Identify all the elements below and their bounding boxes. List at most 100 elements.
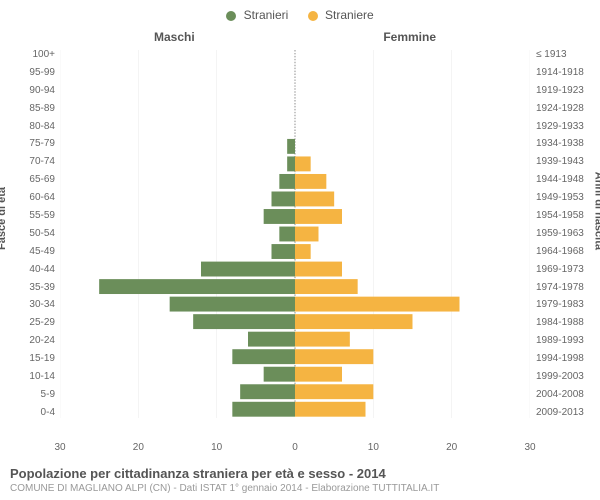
x-tick: 20: [446, 442, 457, 453]
age-label: 65-69: [0, 175, 55, 185]
chart-area: Maschi Femmine: [60, 30, 530, 440]
bar-male: [240, 384, 295, 399]
birth-label: 1939-1943: [536, 157, 600, 167]
age-label: 30-34: [0, 300, 55, 310]
x-tick: 30: [524, 442, 535, 453]
age-label: 45-49: [0, 247, 55, 257]
birth-label: 1929-1933: [536, 122, 600, 132]
legend: Stranieri Straniere: [0, 0, 600, 22]
birth-label: 1989-1993: [536, 336, 600, 346]
bar-male: [264, 367, 295, 382]
x-tick: 20: [133, 442, 144, 453]
bar-female: [295, 192, 334, 207]
bar-male: [279, 174, 295, 189]
age-label: 15-19: [0, 354, 55, 364]
birth-label: 2009-2013: [536, 408, 600, 418]
birth-label: 1969-1973: [536, 265, 600, 275]
birth-label: 1924-1928: [536, 104, 600, 114]
birth-year-labels: ≤ 1913 1914-1918 1919-1923 1924-1928 1929-19…: [536, 50, 600, 418]
chart-container: Stranieri Straniere Fasce di età Anni di…: [0, 0, 600, 500]
bar-female: [295, 209, 342, 224]
age-label: 55-59: [0, 211, 55, 221]
birth-label: 1994-1998: [536, 354, 600, 364]
bar-male: [232, 349, 295, 364]
plot-area: [60, 50, 530, 418]
bar-female: [295, 349, 373, 364]
bar-female: [295, 332, 350, 347]
age-label: 10-14: [0, 372, 55, 382]
x-tick: 10: [211, 442, 222, 453]
bar-female: [295, 174, 326, 189]
age-label: 50-54: [0, 229, 55, 239]
birth-label: ≤ 1913: [536, 50, 600, 60]
chart-subtitle: COMUNE DI MAGLIANO ALPI (CN) - Dati ISTA…: [10, 483, 590, 494]
birth-label: 2004-2008: [536, 390, 600, 400]
age-label: 5-9: [0, 390, 55, 400]
bar-male: [201, 262, 295, 277]
bar-male: [193, 314, 295, 329]
bar-male: [287, 156, 295, 171]
age-label: 75-79: [0, 139, 55, 149]
bar-female: [295, 402, 366, 417]
age-labels: 100+ 95-99 90-94 85-89 80-84 75-79 70-74 65-69 6…: [0, 50, 55, 418]
bar-female: [295, 262, 342, 277]
x-tick: 10: [368, 442, 379, 453]
bar-female: [295, 227, 319, 242]
birth-label: 1954-1958: [536, 211, 600, 221]
age-label: 100+: [0, 50, 55, 60]
chart-title: Popolazione per cittadinanza straniera p…: [10, 466, 590, 481]
legend-label-female: Straniere: [325, 8, 374, 22]
age-label: 0-4: [0, 408, 55, 418]
legend-item-male: Stranieri: [226, 8, 291, 22]
age-label: 95-99: [0, 68, 55, 78]
bar-male: [279, 227, 295, 242]
x-tick: 30: [54, 442, 65, 453]
birth-label: 1914-1918: [536, 68, 600, 78]
header-male: Maschi: [154, 30, 195, 44]
legend-swatch-male: [226, 11, 236, 21]
legend-swatch-female: [308, 11, 318, 21]
bar-female: [295, 314, 413, 329]
bar-male: [232, 402, 295, 417]
age-label: 20-24: [0, 336, 55, 346]
pyramid-svg: [60, 50, 530, 418]
bar-male: [287, 139, 295, 154]
age-label: 70-74: [0, 157, 55, 167]
bar-male: [170, 297, 295, 312]
age-label: 40-44: [0, 265, 55, 275]
age-label: 25-29: [0, 318, 55, 328]
bar-male: [272, 192, 296, 207]
birth-label: 1979-1983: [536, 300, 600, 310]
header-female: Femmine: [383, 30, 436, 44]
bar-male: [272, 244, 296, 259]
age-label: 85-89: [0, 104, 55, 114]
bar-female: [295, 367, 342, 382]
x-axis-ticks: 3020100102030: [60, 442, 530, 456]
legend-label-male: Stranieri: [244, 8, 289, 22]
footer: Popolazione per cittadinanza straniera p…: [10, 466, 590, 494]
bar-female: [295, 156, 311, 171]
birth-label: 1999-2003: [536, 372, 600, 382]
bar-male: [99, 279, 295, 294]
birth-label: 1934-1938: [536, 139, 600, 149]
birth-label: 1944-1948: [536, 175, 600, 185]
bar-male: [248, 332, 295, 347]
bar-female: [295, 279, 358, 294]
age-label: 90-94: [0, 86, 55, 96]
bar-female: [295, 384, 373, 399]
bar-female: [295, 244, 311, 259]
x-tick: 0: [292, 442, 298, 453]
age-label: 80-84: [0, 122, 55, 132]
gender-headers: Maschi Femmine: [60, 30, 530, 48]
birth-label: 1949-1953: [536, 193, 600, 203]
age-label: 60-64: [0, 193, 55, 203]
birth-label: 1964-1968: [536, 247, 600, 257]
birth-label: 1919-1923: [536, 86, 600, 96]
bar-male: [264, 209, 295, 224]
legend-item-female: Straniere: [308, 8, 374, 22]
bar-female: [295, 297, 460, 312]
birth-label: 1959-1963: [536, 229, 600, 239]
birth-label: 1974-1978: [536, 283, 600, 293]
age-label: 35-39: [0, 283, 55, 293]
birth-label: 1984-1988: [536, 318, 600, 328]
